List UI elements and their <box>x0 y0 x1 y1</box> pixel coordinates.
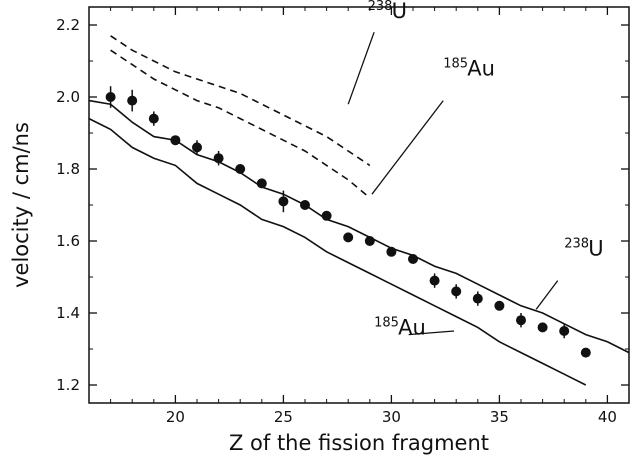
y-tick-label: 1.8 <box>56 160 80 178</box>
x-tick-label: 25 <box>274 408 293 426</box>
data-point <box>537 322 548 333</box>
data-point <box>364 236 375 246</box>
solid-curve <box>88 117 587 386</box>
data-point <box>494 300 505 311</box>
data-point <box>235 164 246 174</box>
data-point <box>516 315 526 326</box>
x-axis-title: Z of the fission fragment <box>229 431 489 455</box>
x-tick-label: 20 <box>166 408 185 426</box>
model-curves <box>88 35 630 386</box>
data-point <box>192 142 202 153</box>
annotation-element: Au <box>398 316 426 340</box>
annotation-element: U <box>392 0 407 23</box>
data-point <box>321 210 332 221</box>
annotation-leader-line <box>535 280 559 310</box>
data-point <box>580 347 591 358</box>
y-tick-label: 1.6 <box>56 232 80 250</box>
data-point <box>451 286 462 297</box>
annotation-mass-number: 185 <box>374 316 399 331</box>
dashed-curve <box>110 35 371 167</box>
data-point <box>170 135 181 146</box>
data-point <box>386 246 397 257</box>
data-points <box>105 86 591 358</box>
dashed-curve <box>110 49 371 199</box>
data-point <box>213 153 224 164</box>
data-point <box>429 275 440 286</box>
data-point <box>343 232 354 243</box>
data-point <box>408 254 418 264</box>
plot-frame <box>88 6 630 404</box>
data-point <box>559 326 570 336</box>
data-point <box>148 113 159 124</box>
annotation-element: Au <box>467 56 495 80</box>
annotation-mass-number: 185 <box>443 56 468 71</box>
y-axis-title: velocity / cm/ns <box>9 122 33 288</box>
data-point <box>105 92 116 102</box>
data-point <box>127 95 138 106</box>
x-tick-label: 30 <box>382 408 401 426</box>
data-point <box>472 293 483 304</box>
y-tick-label: 2.2 <box>56 16 80 34</box>
y-tick-label: 2.0 <box>56 88 80 106</box>
annotation-mass-number: 238 <box>564 236 589 251</box>
x-tick-label: 40 <box>598 408 617 426</box>
x-tick-label: 35 <box>490 408 509 426</box>
data-point <box>278 196 289 207</box>
data-point <box>300 200 310 210</box>
annotation-leader-line <box>347 31 375 105</box>
annotation-leader-line <box>408 330 455 336</box>
y-tick-label: 1.4 <box>56 304 80 322</box>
data-point <box>256 178 267 189</box>
y-tick-label: 1.2 <box>56 376 80 394</box>
annotation-element: U <box>588 236 603 260</box>
axis-ticks: 20 25 30 35 40 1.2 1.4 1.6 1.8 2.0 2.2 <box>56 7 630 426</box>
annotation-mass-number: 238 <box>368 0 393 14</box>
solid-curve <box>88 99 630 354</box>
annotation-leader-line <box>371 100 444 195</box>
